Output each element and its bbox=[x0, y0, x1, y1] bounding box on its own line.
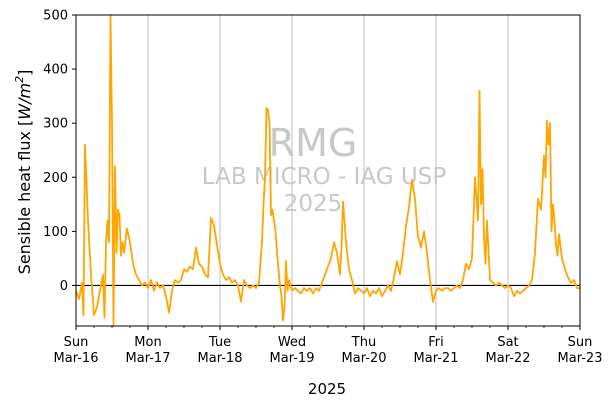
x-tick-day: Wed bbox=[278, 335, 306, 350]
watermark-line-2: LAB MICRO - IAG USP bbox=[202, 164, 447, 190]
y-tick-label: 100 bbox=[43, 225, 68, 240]
watermark-line-3: 2025 bbox=[284, 191, 343, 217]
y-tick-label: 200 bbox=[43, 171, 68, 186]
y-tick-label: 500 bbox=[43, 9, 68, 24]
x-tick-date: Mar-23 bbox=[558, 351, 603, 366]
x-tick-day: Mon bbox=[134, 335, 161, 350]
y-axis-title-part-1: Sensible heat flux [ bbox=[15, 120, 34, 275]
x-tick-day: Sat bbox=[497, 335, 518, 350]
x-tick-day: Tue bbox=[208, 335, 231, 350]
y-axis-title-unit: W/m bbox=[15, 83, 34, 120]
x-tick-date: Mar-17 bbox=[126, 351, 171, 366]
watermark: RMG LAB MICRO - IAG USP 2025 bbox=[202, 121, 447, 217]
y-axis-title-exponent: 2 bbox=[13, 76, 26, 83]
x-tick-date: Mar-20 bbox=[342, 351, 387, 366]
x-tick-date: Mar-19 bbox=[270, 351, 315, 366]
x-tick-date: Mar-16 bbox=[54, 351, 99, 366]
grid-lines bbox=[147, 15, 509, 326]
x-tick-date: Mar-21 bbox=[414, 351, 459, 366]
series-line bbox=[75, 14, 580, 327]
x-axis-title: 2025 bbox=[308, 380, 346, 398]
x-tick-day: Sun bbox=[568, 335, 593, 350]
y-tick-label: 300 bbox=[43, 117, 68, 132]
y-tick-label: 0 bbox=[60, 279, 68, 294]
x-axis: SunMar-16MonMar-17TueMar-18WedMar-19ThuM… bbox=[54, 326, 603, 366]
x-tick-day: Fri bbox=[428, 335, 444, 350]
x-tick-day: Thu bbox=[351, 335, 376, 350]
y-axis: 0 100 200 300 400 500 bbox=[43, 9, 76, 294]
watermark-line-1: RMG bbox=[269, 121, 358, 165]
x-tick-date: Mar-22 bbox=[486, 351, 531, 366]
y-axis-title-part-2: ] bbox=[15, 70, 34, 76]
y-tick-label: 400 bbox=[43, 63, 68, 78]
x-tick-date: Mar-18 bbox=[198, 351, 243, 366]
x-tick-day: Sun bbox=[64, 335, 89, 350]
y-axis-title: Sensible heat flux [W/m2] bbox=[13, 70, 34, 275]
